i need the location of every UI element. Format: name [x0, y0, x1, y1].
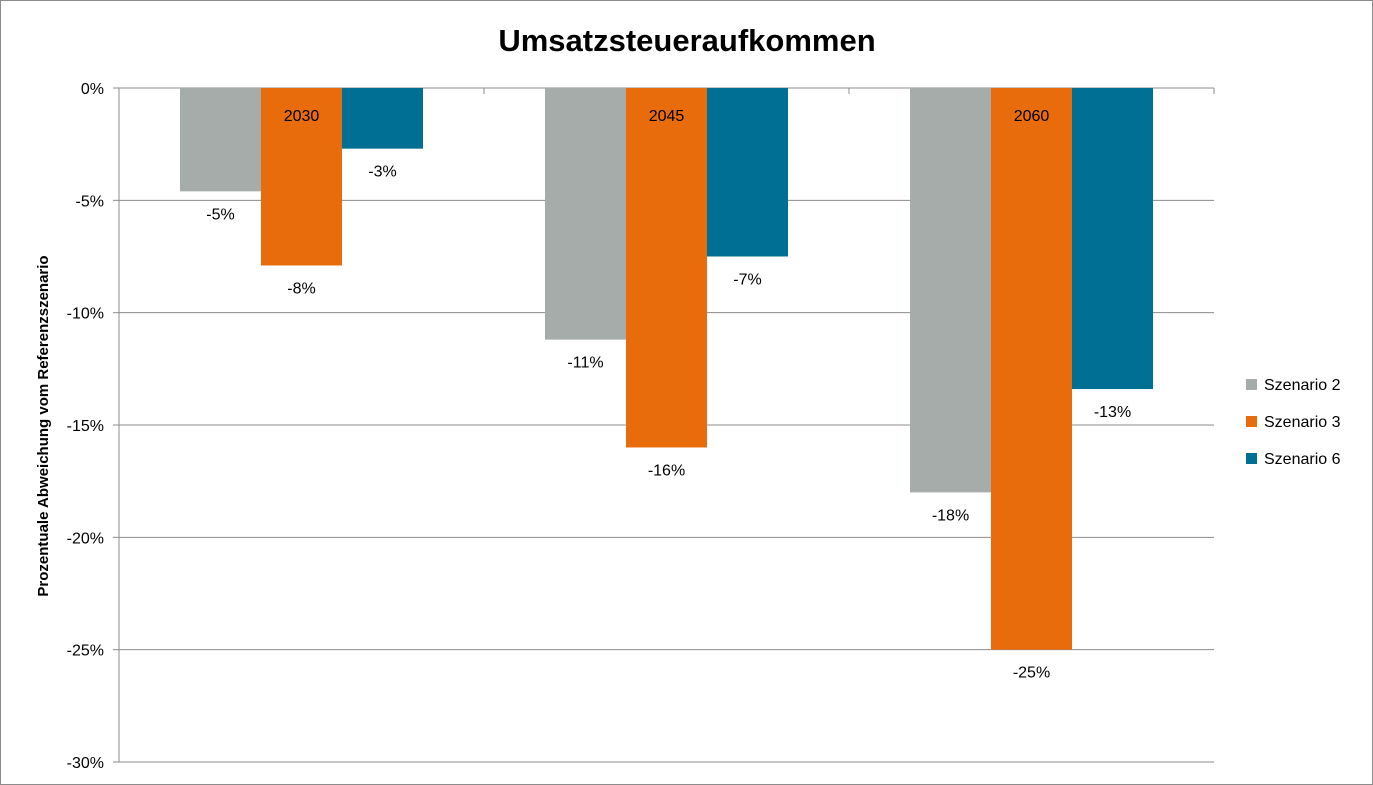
y-tick-label: -25%	[67, 643, 104, 660]
y-tick-label: -20%	[67, 530, 104, 547]
legend: Szenario 2 Szenario 3 Szenario 6	[1246, 377, 1341, 468]
bar-szenario-3-2060	[991, 88, 1072, 650]
y-tick-label: -15%	[67, 418, 104, 435]
bar-szenario-6-2060	[1072, 88, 1153, 390]
data-label: -8%	[287, 280, 315, 297]
bars	[180, 88, 1153, 650]
data-label: -25%	[1013, 665, 1050, 682]
bar-szenario-2-2045	[545, 88, 626, 340]
category-label-2045: 2045	[649, 108, 685, 125]
legend-entry: Szenario 2	[1264, 377, 1341, 394]
data-label: -7%	[733, 272, 761, 289]
legend-entry: Szenario 6	[1264, 451, 1341, 468]
bar-szenario-6-2030	[342, 88, 423, 149]
data-label: -13%	[1094, 404, 1131, 421]
bar-szenario-2-2060	[910, 88, 991, 493]
data-label: -3%	[368, 164, 396, 181]
data-label: -5%	[206, 206, 234, 223]
bar-szenario-2-2030	[180, 88, 261, 192]
data-labels: -5% -8% -3% 2030 -11% -16% -7% 2045 -18% -25% -13%…	[206, 108, 1131, 682]
y-tick-label: -5%	[76, 193, 104, 210]
y-axis-label: Prozentuale Abweichung vom Referenzszena…	[35, 255, 52, 596]
bar-szenario-3-2045	[626, 88, 707, 448]
category-label-2060: 2060	[1014, 108, 1050, 125]
chart-title: Umsatzsteueraufkommen	[498, 23, 875, 58]
category-label-2030: 2030	[284, 108, 320, 125]
legend-swatch	[1246, 453, 1257, 464]
bar-szenario-6-2045	[707, 88, 788, 257]
data-label: -16%	[648, 462, 685, 479]
data-label: -18%	[932, 507, 969, 524]
legend-swatch	[1246, 416, 1257, 427]
axes: 0% -5% -10% -15% -20% -25% -30%	[67, 81, 1215, 772]
legend-swatch	[1246, 379, 1257, 390]
bar-szenario-3-2030	[261, 88, 342, 266]
data-label: -11%	[567, 355, 603, 372]
legend-entry: Szenario 3	[1264, 414, 1341, 431]
y-tick-label: -10%	[67, 306, 104, 323]
y-tick-label: -30%	[67, 755, 104, 772]
y-tick-label: 0%	[81, 81, 104, 98]
